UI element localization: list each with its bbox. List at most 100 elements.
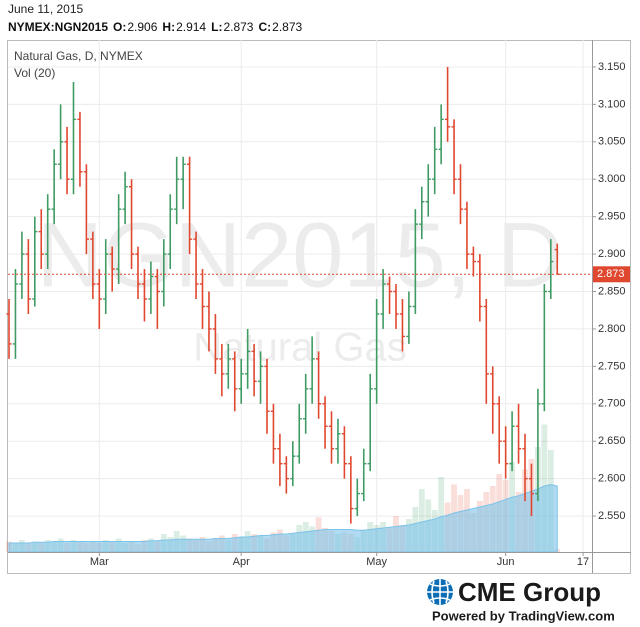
ohlc-bar	[451, 119, 457, 195]
ohlc-bar	[419, 186, 425, 240]
ohlc-bar	[509, 411, 515, 472]
x-tick-label: 17	[577, 556, 589, 568]
last-price-label: 2.873	[597, 268, 625, 280]
powered-by: Powered by TradingView.com	[432, 608, 615, 623]
y-tick-label: 2.950	[598, 211, 626, 223]
y-tick-label: 2.650	[598, 435, 626, 447]
ohlc-bar	[425, 164, 431, 217]
ohlc-bar	[141, 269, 148, 322]
ohlc-bar	[445, 66, 451, 142]
ohlc-bar	[51, 149, 57, 225]
ohlc-bar	[548, 239, 554, 299]
ohlc-bar	[193, 231, 199, 299]
y-tick-label: 2.800	[598, 323, 626, 335]
y-tick-label: 3.000	[598, 173, 626, 185]
ohlc-bar	[283, 456, 289, 494]
ohlc-bar	[412, 209, 418, 314]
chart-title: Natural Gas, D, NYMEX	[14, 49, 143, 63]
ohlc-bar	[135, 246, 141, 299]
ohlc-bar	[464, 201, 470, 270]
y-tick-label: 3.100	[598, 98, 626, 110]
watermark-sub: Natural Gas	[193, 326, 406, 370]
ohlc-bar	[148, 261, 154, 314]
ohlc-bar	[58, 104, 64, 180]
last-price-box	[593, 266, 630, 283]
ohlc-bar	[399, 298, 406, 352]
ohlc-bar	[406, 291, 412, 344]
volume-bar	[438, 477, 445, 552]
ohlc-bar	[199, 269, 206, 329]
ohlc-bar	[264, 358, 270, 434]
ohlc-bar	[154, 269, 160, 329]
ohlc-bar	[174, 156, 180, 225]
header-text: 2.906	[127, 20, 157, 34]
x-tick-label: Jun	[497, 556, 515, 568]
ohlc-bar	[128, 179, 135, 270]
ohlc-bar	[457, 164, 464, 225]
x-tick-label: May	[366, 556, 387, 568]
ohlc-bar	[322, 396, 328, 449]
ohlc-bar	[25, 239, 31, 314]
ohlc-bar	[77, 111, 83, 187]
ohlc-bar	[296, 403, 302, 464]
ohlc-bar	[522, 433, 528, 502]
x-tick-label: Apr	[233, 556, 250, 568]
ohlc-bar	[541, 284, 547, 412]
y-tick-label: 2.900	[598, 248, 626, 260]
background	[7, 40, 631, 574]
y-tick-label: 2.850	[598, 285, 626, 297]
ohlc-bar	[386, 276, 393, 314]
ohlc-bar	[122, 171, 128, 225]
ohlc-bar	[32, 216, 38, 307]
ohlc-bar	[432, 126, 438, 195]
ohlc-bar	[206, 291, 212, 352]
ohlc-bar	[225, 343, 231, 389]
ohlc-bar	[361, 448, 367, 502]
y-tick-label: 3.150	[598, 61, 626, 73]
ohlc-bar	[6, 298, 12, 359]
ohlc-bar	[270, 403, 277, 464]
y-tick-label: 2.600	[598, 473, 626, 485]
ohlc-bar	[515, 403, 522, 464]
ohlc-bar	[12, 269, 19, 359]
header-text: L:	[211, 20, 222, 34]
watermark: NGN2015, D	[37, 204, 564, 306]
ohlc-bar	[470, 246, 476, 277]
ohlc-bar	[83, 164, 89, 255]
y-tick-label: 2.550	[598, 510, 626, 522]
ohlc-bar	[90, 231, 96, 299]
ohlc-bar	[277, 433, 283, 487]
ohlc-bar	[303, 373, 309, 434]
header-text: C:	[258, 20, 271, 34]
ohlc-bar	[535, 388, 541, 502]
ohlc-bar	[64, 126, 70, 195]
ohlc-bar	[309, 336, 315, 404]
ohlc-bar	[38, 209, 44, 270]
chart-frame	[7, 40, 631, 574]
header-text: 2.873	[272, 20, 302, 34]
ohlc-bar	[257, 351, 264, 404]
plot: NGN2015, D Natural Gas	[6, 40, 592, 553]
ohlc-bar	[490, 366, 496, 434]
date: June 11, 2015	[8, 2, 84, 16]
y-tick-label: 3.050	[598, 136, 626, 148]
ohlc-bar	[70, 81, 77, 195]
header-text: 2.914	[176, 20, 206, 34]
ohlc-bar	[374, 298, 380, 404]
brand: CME Group	[458, 577, 601, 607]
ohlc-bar	[19, 231, 25, 299]
ohlc-bar	[341, 426, 347, 479]
ohlc-bar	[354, 478, 360, 517]
ohlc-bar	[335, 418, 341, 464]
volume-ma-area	[8, 483, 558, 553]
header-text: O:	[113, 20, 126, 34]
ohlc-bar	[116, 194, 122, 285]
ohlc-bar	[483, 298, 489, 404]
ohlc-bar	[187, 156, 193, 255]
ohlc-bar	[219, 343, 225, 397]
volume-label: Vol (20)	[14, 66, 55, 80]
ohlc-bar	[212, 313, 218, 374]
ohlc-bar	[380, 269, 386, 329]
ohlc-bar	[245, 328, 251, 389]
